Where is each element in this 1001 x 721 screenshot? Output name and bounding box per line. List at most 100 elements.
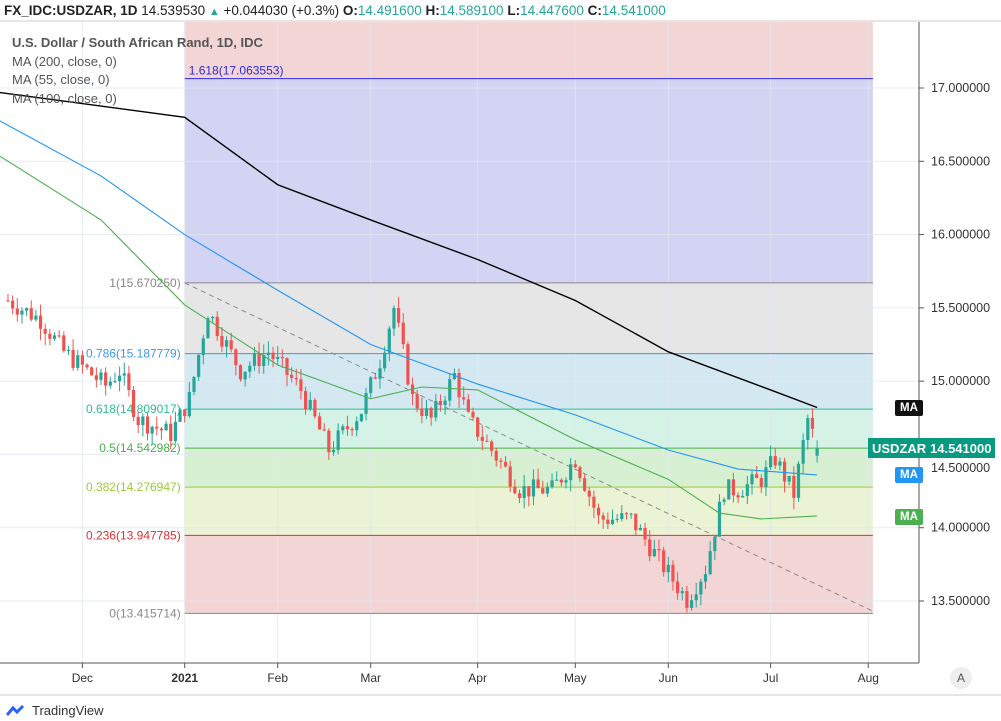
- candle: [266, 341, 270, 366]
- candle: [480, 425, 484, 451]
- candle: [564, 477, 568, 489]
- close-label: C:: [587, 3, 602, 18]
- candle-body: [150, 426, 154, 434]
- candle-body: [596, 507, 601, 516]
- candle: [736, 492, 740, 503]
- candle: [243, 371, 247, 387]
- candle: [238, 364, 243, 382]
- candle: [34, 309, 38, 322]
- candle-body: [494, 450, 498, 461]
- candle: [11, 295, 15, 315]
- candle-body: [257, 353, 261, 366]
- ma100-line: [0, 120, 818, 476]
- candle-body: [359, 413, 363, 422]
- candle: [52, 332, 57, 341]
- candle: [638, 524, 642, 531]
- candle-body: [118, 375, 122, 382]
- candle-body: [810, 417, 815, 429]
- candle-body: [420, 408, 424, 416]
- candle: [43, 323, 47, 346]
- candle-body: [648, 539, 652, 557]
- candle: [652, 540, 656, 558]
- auto-scale-button[interactable]: A: [950, 667, 972, 689]
- candle: [262, 344, 266, 374]
- candle-body: [578, 467, 582, 479]
- fib-level-label: 0.786(15.187779): [86, 347, 181, 361]
- candle-body: [689, 600, 694, 608]
- candle: [685, 585, 689, 613]
- candle: [508, 460, 512, 493]
- candle: [806, 414, 810, 450]
- y-tick-label: 15.500000: [931, 301, 990, 315]
- candle-body: [104, 372, 108, 386]
- candle-body: [773, 456, 777, 466]
- candle: [778, 457, 782, 471]
- fib-level-label: 0.382(14.276947): [86, 480, 181, 494]
- candle: [62, 331, 66, 353]
- candle-body: [38, 315, 43, 329]
- candle-body: [11, 300, 15, 309]
- candle-body: [113, 381, 117, 383]
- candle: [108, 376, 112, 389]
- candle-body: [369, 377, 373, 394]
- candle: [606, 512, 610, 529]
- candle-body: [787, 475, 791, 482]
- candle-body: [703, 574, 708, 582]
- candle: [322, 423, 326, 431]
- candle-body: [145, 416, 150, 434]
- legend-ma55[interactable]: MA (55, close, 0): [12, 72, 110, 87]
- legend-ma100[interactable]: MA (100, close, 0): [12, 90, 117, 106]
- candle-body: [750, 474, 754, 485]
- candle: [85, 363, 89, 371]
- candle-body: [448, 379, 452, 401]
- candle: [145, 412, 150, 441]
- candle-body: [266, 352, 270, 356]
- candle-body: [34, 315, 38, 320]
- x-tick-label: Jun: [659, 671, 678, 685]
- candle: [113, 372, 117, 384]
- candle-body: [476, 417, 480, 437]
- tradingview-logo[interactable]: TradingView: [6, 703, 104, 718]
- ma100-tag: MA: [895, 467, 923, 483]
- candle: [596, 503, 601, 525]
- candle: [155, 416, 159, 436]
- candle: [601, 512, 605, 529]
- high-value: 14.589100: [439, 3, 504, 18]
- candle-body: [224, 340, 229, 347]
- candle-body: [662, 550, 666, 573]
- candle: [796, 461, 801, 502]
- candle: [118, 366, 122, 392]
- candle-body: [717, 501, 722, 537]
- candle-body: [80, 355, 84, 365]
- candle: [257, 342, 261, 374]
- candle-body: [90, 367, 94, 376]
- candle-body: [485, 440, 489, 442]
- candle-body: [345, 426, 350, 430]
- candle-body: [48, 333, 52, 339]
- candle-body: [801, 439, 805, 464]
- candle: [331, 441, 336, 456]
- candle-body: [336, 430, 340, 450]
- candle-body: [601, 515, 605, 520]
- candle: [359, 413, 363, 422]
- candle-body: [550, 480, 554, 487]
- candle: [759, 474, 763, 493]
- symbol-header: FX_IDC:USDZAR, 1D 14.539530 ▲ +0.044030 …: [4, 3, 666, 18]
- candle-body: [397, 308, 401, 323]
- candle: [429, 406, 433, 426]
- candle: [420, 397, 424, 424]
- candle-body: [350, 429, 354, 431]
- candle-body: [66, 349, 71, 351]
- legend-ma200[interactable]: MA (200, close, 0): [12, 53, 117, 69]
- candle: [755, 465, 759, 479]
- candle: [583, 474, 587, 493]
- candle: [104, 367, 108, 396]
- candle: [387, 325, 391, 362]
- candle: [15, 298, 19, 322]
- candle-body: [387, 328, 391, 353]
- candle-body: [429, 408, 433, 418]
- candle-body: [629, 513, 633, 515]
- open-value: 14.491600: [357, 3, 422, 18]
- candle: [485, 434, 489, 443]
